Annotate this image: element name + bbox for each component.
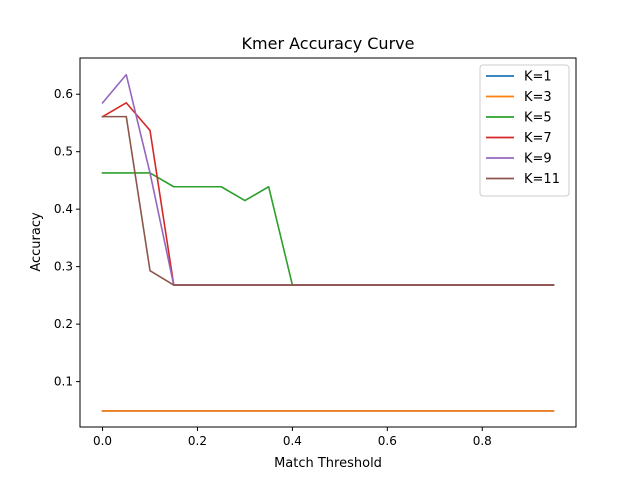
y-axis-label: Accuracy bbox=[29, 212, 44, 272]
x-axis: 0.0 0.2 0.4 0.6 0.8 bbox=[93, 427, 492, 448]
y-tick-label: 0.2 bbox=[54, 317, 73, 331]
x-tick-label: 0.0 bbox=[93, 434, 112, 448]
y-tick-label: 0.6 bbox=[54, 87, 73, 101]
x-tick-label: 0.2 bbox=[188, 434, 207, 448]
x-tick-label: 0.4 bbox=[283, 434, 302, 448]
legend-label: K=11 bbox=[524, 172, 560, 187]
series-line-k-11 bbox=[101, 115, 555, 286]
x-tick-label: 0.8 bbox=[473, 434, 492, 448]
legend-box bbox=[479, 64, 570, 197]
legend-label: K=7 bbox=[524, 131, 552, 146]
y-tick-label: 0.1 bbox=[54, 375, 73, 389]
legend-label: K=5 bbox=[524, 111, 552, 126]
y-tick-label: 0.5 bbox=[54, 145, 73, 159]
y-axis: 0.1 0.2 0.3 0.4 0.5 0.6 bbox=[54, 87, 80, 389]
x-tick-label: 0.6 bbox=[378, 434, 397, 448]
x-axis-label: Match Threshold bbox=[274, 456, 382, 471]
plot-frame bbox=[79, 57, 577, 428]
legend-label: K=1 bbox=[524, 70, 552, 85]
y-tick-label: 0.3 bbox=[54, 260, 73, 274]
plot-lines bbox=[101, 73, 555, 412]
y-tick-label: 0.4 bbox=[54, 202, 73, 216]
legend-label: K=3 bbox=[524, 90, 552, 105]
legend-label: K=9 bbox=[524, 152, 552, 167]
legend: K=1 K=3 K=5 K=7 K=9 K=11 bbox=[479, 64, 570, 197]
chart-title: Kmer Accuracy Curve bbox=[242, 34, 415, 53]
